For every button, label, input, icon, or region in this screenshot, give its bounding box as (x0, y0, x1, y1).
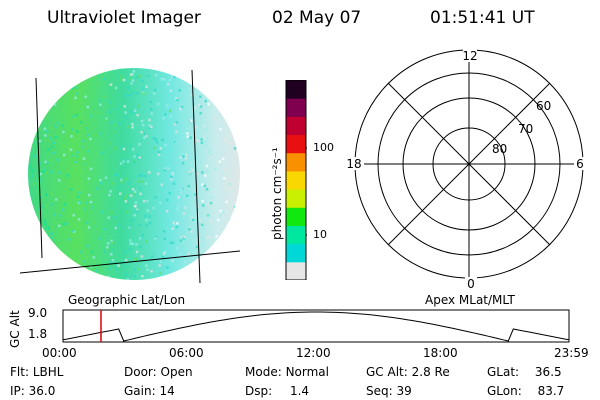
info-mode: Mode: Normal (245, 365, 329, 379)
info-glat: GLat: 36.5 (487, 365, 562, 379)
info-glon-value: 83.7 (537, 384, 565, 398)
info-door-value: Open (160, 365, 193, 379)
colorbar-segment (286, 170, 306, 190)
info-gain: Gain: 14 (124, 384, 175, 398)
uv-earth-image (19, 68, 241, 284)
colorbar-tick-10: 10 (313, 228, 327, 241)
time-tick-1800: 18:00 (423, 346, 458, 360)
info-gain-value: 14 (159, 384, 175, 398)
info-door: Door: Open (124, 365, 193, 379)
info-glon-label: GLon: (487, 384, 522, 398)
colorbar-segment (286, 98, 306, 117)
observation-time: 01:51:41 UT (430, 8, 535, 28)
info-gc-alt: GC Alt: 2.8 Re (366, 365, 450, 379)
info-door-label: Door: (124, 365, 157, 379)
info-flt: Flt: LBHL (10, 365, 63, 379)
mlat-label-80: 80 (492, 142, 507, 156)
info-gc-alt-value: 2.8 Re (411, 365, 450, 379)
colorbar-segment (286, 116, 306, 136)
info-mode-value: Normal (285, 365, 329, 379)
time-tick-2359: 23:59 (554, 346, 589, 360)
colorbar-segment (286, 152, 306, 172)
colorbar-segment (286, 225, 306, 245)
latitude-line (19, 250, 241, 274)
longitude-line-east (191, 69, 201, 284)
mlt-label-12: 12 (462, 49, 477, 63)
info-gain-label: Gain: (124, 384, 156, 398)
mlt-label-6: 6 (576, 157, 584, 171)
mlt-label-0: 0 (467, 277, 475, 290)
colorbar-segment (286, 134, 306, 154)
mlat-label-60: 60 (536, 99, 551, 113)
info-flt-value: LBHL (32, 365, 64, 379)
info-seq: Seq: 39 (366, 384, 412, 398)
colorbar-segment (286, 189, 306, 208)
mlt-label-18: 18 (346, 157, 361, 171)
observation-date: 02 May 07 (272, 8, 362, 28)
time-tick-0000: 00:00 (42, 346, 77, 360)
altitude-tick-low: 1.8 (28, 327, 48, 341)
colorbar-unit-label: photon cm⁻²s⁻¹ (270, 147, 284, 240)
colorbar-segment (286, 243, 306, 263)
apex-projection-label: Apex MLat/MLT (425, 293, 515, 307)
info-mode-label: Mode: (245, 365, 282, 379)
altitude-tick-high: 9.0 (28, 306, 48, 320)
info-ip: IP: 36.0 (10, 384, 55, 398)
colorbar-segment (286, 261, 306, 280)
info-gc-alt-label: GC Alt: (366, 365, 408, 379)
altitude-orbit-plot (62, 309, 570, 343)
info-glon: GLon: 83.7 (487, 384, 564, 398)
info-seq-label: Seq: (366, 384, 393, 398)
colorbar-segment (286, 207, 306, 226)
time-tick-0600: 06:00 (169, 346, 204, 360)
altitude-axis-label: GC Alt (8, 310, 22, 348)
info-dsp: Dsp: 1.4 (245, 384, 309, 398)
time-tick-1200: 12:00 (296, 346, 331, 360)
app-title: Ultraviolet Imager (47, 8, 201, 28)
info-ip-value: 36.0 (28, 384, 56, 398)
geographic-projection-label: Geographic Lat/Lon (68, 293, 186, 307)
mlat-label-70: 70 (518, 122, 533, 136)
polar-mlat-mlt-grid: 12 18 6 0 60 70 80 (344, 49, 586, 290)
intensity-colorbar (285, 80, 307, 280)
info-ip-label: IP: (10, 384, 25, 398)
info-glat-label: GLat: (487, 365, 520, 379)
info-flt-label: Flt: (10, 365, 29, 379)
info-glat-value: 36.5 (534, 365, 562, 379)
info-dsp-value: 1.4 (289, 384, 310, 398)
colorbar-tick-100: 100 (313, 141, 334, 154)
altitude-curve (62, 311, 570, 342)
info-seq-value: 39 (396, 384, 412, 398)
colorbar-segment (286, 80, 306, 99)
longitude-line-west (35, 77, 43, 259)
info-dsp-label: Dsp: (245, 384, 273, 398)
